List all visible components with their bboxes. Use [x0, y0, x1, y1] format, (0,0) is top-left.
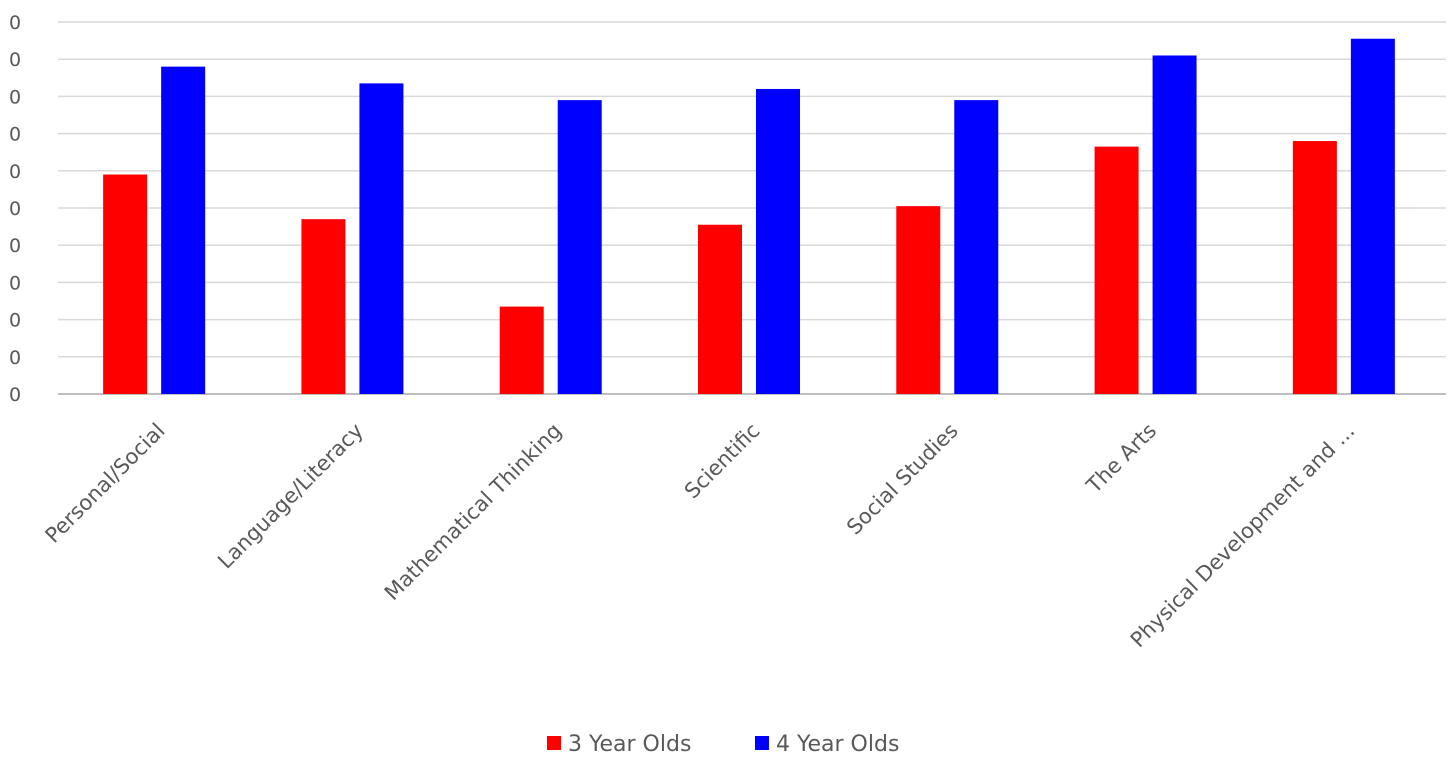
y-tick-label: 0 — [9, 384, 21, 406]
bars — [103, 38, 1395, 395]
bar-4-year-olds-0 — [161, 66, 206, 394]
bar-3-year-olds-3 — [698, 224, 742, 394]
y-tick-label: 0 — [9, 86, 21, 108]
legend-label: 3 Year Olds — [568, 732, 691, 757]
y-tick-label: 0 — [9, 235, 21, 257]
bar-3-year-olds-5 — [1094, 146, 1139, 394]
bar-4-year-olds-5 — [1152, 55, 1197, 394]
y-tick-label: 0 — [9, 49, 21, 71]
y-tick-label: 0 — [9, 12, 21, 34]
x-category-label: Physical Development and ... — [1126, 419, 1360, 653]
bar-4-year-olds-2 — [557, 100, 602, 395]
legend-swatch — [547, 736, 561, 750]
legend-label: 4 Year Olds — [776, 732, 899, 757]
bar-4-year-olds-6 — [1350, 38, 1395, 395]
y-tick-label: 0 — [9, 124, 21, 146]
y-tick-label: 0 — [9, 161, 21, 183]
y-tick-label: 0 — [9, 272, 21, 294]
bar-3-year-olds-6 — [1292, 141, 1337, 394]
bar-4-year-olds-1 — [359, 83, 404, 394]
x-category-label: The Arts — [1081, 419, 1161, 499]
bar-4-year-olds-3 — [756, 88, 800, 395]
y-axis-tick-labels: 0 0 0 0 0 0 0 0 0 0 0 — [9, 12, 21, 406]
legend-swatch — [755, 736, 769, 750]
bar-3-year-olds-2 — [499, 306, 544, 394]
bar-3-year-olds-0 — [103, 174, 148, 394]
bar-4-year-olds-4 — [954, 100, 999, 395]
bar-3-year-olds-1 — [301, 219, 346, 394]
y-tick-label: 0 — [9, 198, 21, 220]
x-category-label: Scientific — [680, 419, 765, 504]
bar-3-year-olds-4 — [896, 206, 941, 394]
x-category-label: Mathematical Thinking — [380, 419, 566, 605]
x-category-label: Personal/Social — [41, 419, 170, 548]
y-tick-label: 0 — [9, 347, 21, 369]
gridlines — [58, 21, 1446, 395]
x-category-label: Social Studies — [842, 419, 963, 540]
x-axis-category-labels: Personal/Social Language/Literacy Mathemat… — [41, 419, 1360, 653]
x-category-label: Language/Literacy — [213, 419, 368, 574]
y-tick-label: 0 — [9, 310, 21, 332]
legend: 3 Year Olds 4 Year Olds — [547, 732, 899, 757]
